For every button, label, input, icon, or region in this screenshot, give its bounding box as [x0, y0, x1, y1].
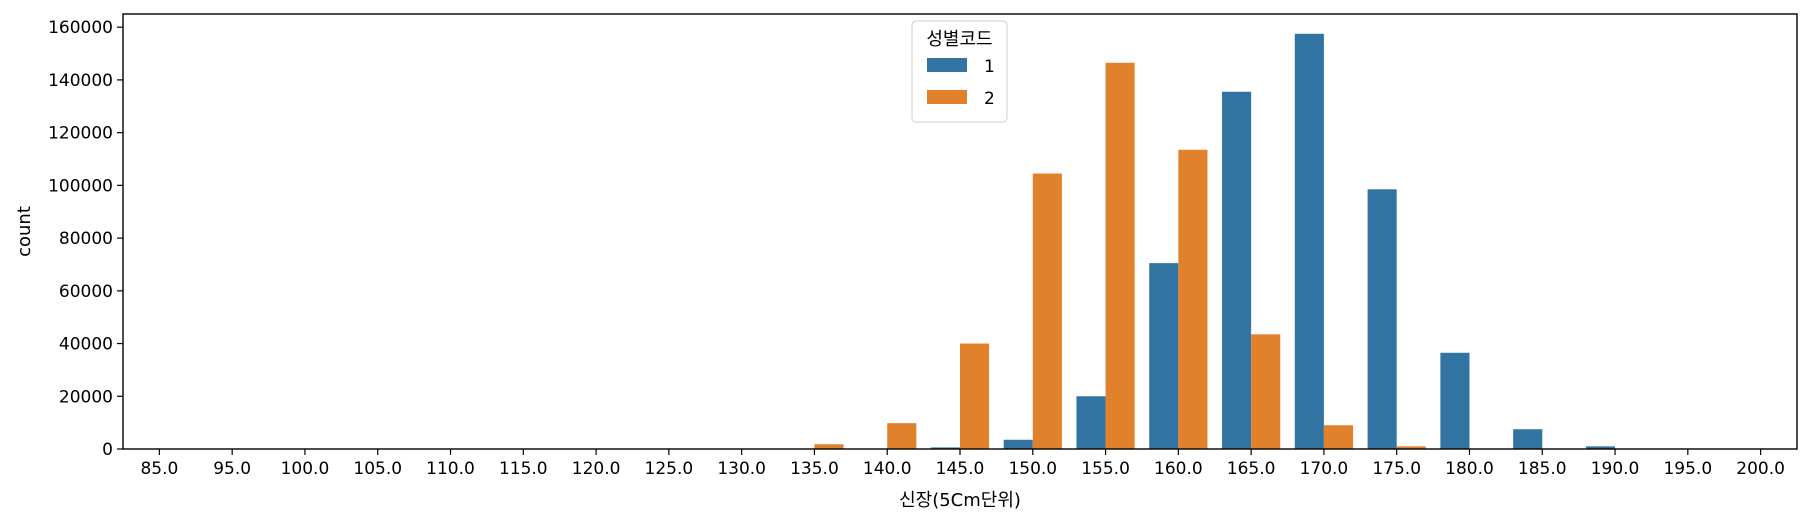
x-tick-label: 105.0: [353, 459, 402, 479]
y-tick-label: 40000: [59, 335, 113, 355]
x-tick-label: 115.0: [499, 459, 548, 479]
bar-series-2-170.0: [1323, 425, 1354, 449]
bar-series-2-155.0: [1105, 62, 1135, 450]
y-tick-label: 120000: [48, 124, 113, 144]
plot-frame: [122, 13, 1798, 450]
bar-series-2-145.0: [960, 343, 990, 449]
x-tick-label: 140.0: [863, 459, 912, 479]
bar-series-1-160.0: [1149, 263, 1179, 449]
y-tick-label: 20000: [59, 387, 113, 407]
bar-series-1-175.0: [1367, 189, 1397, 449]
x-axis-ticks: 85.0 95.0 100.0 105.0 110.0 115.0 120.0 125.0 13…: [140, 449, 1785, 479]
x-tick-label: 165.0: [1227, 459, 1276, 479]
bars-layer: [814, 33, 1688, 450]
bar-series-1-180.0: [1440, 352, 1470, 449]
y-axis-ticks: 0 20000 40000 60000 80000 100000 120000 140000 1…: [48, 18, 123, 460]
x-axis-label: 신장(5Cm단위): [899, 490, 1021, 511]
x-tick-label: 185.0: [1518, 459, 1567, 479]
x-tick-label: 120.0: [572, 459, 621, 479]
x-tick-label: 190.0: [1591, 459, 1640, 479]
x-tick-label: 85.0: [140, 459, 178, 479]
legend-title: 성별코드: [926, 29, 992, 50]
bar-series-1-145.0: [930, 447, 960, 449]
x-tick-label: 160.0: [1154, 459, 1203, 479]
x-tick-label: 180.0: [1445, 459, 1494, 479]
y-tick-label: 140000: [48, 71, 113, 91]
y-tick-label: 100000: [48, 176, 113, 196]
x-tick-label: 145.0: [936, 459, 985, 479]
x-tick-label: 95.0: [213, 459, 251, 479]
bar-series-1-170.0: [1294, 33, 1324, 450]
bar-series-1-165.0: [1222, 91, 1252, 450]
y-axis-label: count: [14, 206, 35, 257]
y-tick-label: 160000: [48, 18, 113, 38]
legend-swatch-1: [927, 58, 967, 72]
legend-label-2: 2: [984, 89, 995, 109]
bar-series-2-135.0: [814, 444, 844, 449]
bar-series-2-160.0: [1178, 149, 1208, 449]
y-tick-label: 80000: [59, 229, 113, 249]
x-tick-label: 155.0: [1081, 459, 1130, 479]
x-tick-label: 135.0: [790, 459, 839, 479]
bar-series-1-190.0: [1585, 446, 1616, 449]
bar-series-2-165.0: [1251, 334, 1281, 449]
bar-series-1-155.0: [1076, 396, 1106, 449]
x-tick-label: 175.0: [1372, 459, 1421, 479]
x-tick-label: 150.0: [1008, 459, 1057, 479]
bar-series-2-150.0: [1032, 173, 1062, 449]
x-tick-label: 200.0: [1736, 459, 1785, 479]
x-tick-label: 195.0: [1663, 459, 1712, 479]
x-tick-label: 110.0: [426, 459, 475, 479]
x-tick-label: 100.0: [281, 459, 330, 479]
x-tick-label: 125.0: [645, 459, 694, 479]
bar-series-1-185.0: [1513, 429, 1543, 449]
x-tick-label: 170.0: [1300, 459, 1349, 479]
legend: 성별코드 1 2: [911, 20, 1008, 123]
legend-swatch-2: [927, 90, 967, 104]
legend-label-1: 1: [984, 57, 995, 77]
bar-series-2-140.0: [887, 423, 917, 449]
bar-series-1-150.0: [1003, 439, 1033, 449]
x-tick-label: 130.0: [717, 459, 766, 479]
y-tick-label: 60000: [59, 282, 113, 302]
bar-series-2-175.0: [1396, 446, 1426, 449]
y-tick-label: 0: [102, 440, 113, 460]
